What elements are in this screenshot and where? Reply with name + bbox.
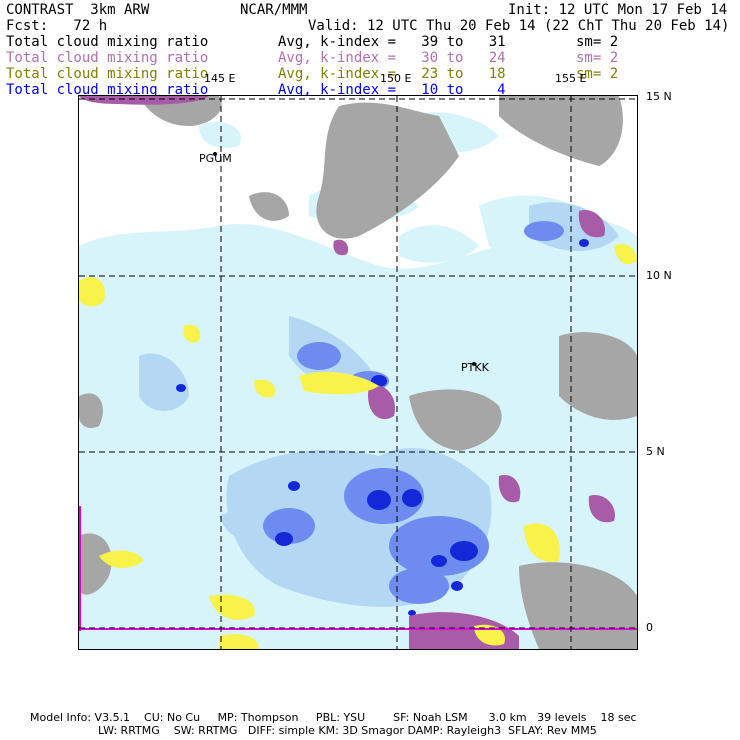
center-name: NCAR/MMM [240,2,308,18]
lon-label-145e: 145 E [204,72,236,85]
station-label-pgum: PGUM [199,152,232,165]
latlon-grid [79,96,637,649]
station-markers [213,152,476,366]
model-info-line-1: Model Info: V3.5.1 CU: No Cu MP: Thompso… [30,711,637,724]
station-marker-ptkk [472,362,476,366]
lat-label-0: 0 [646,621,653,634]
field-1-name: Total cloud mixing ratio [6,34,209,50]
field-1-smooth: sm= 2 [576,34,619,50]
field-2-name: Total cloud mixing ratio [6,50,209,66]
lat-label-15n: 15 N [646,90,672,103]
domain-boundary [79,506,637,631]
station-marker-pgum [213,152,217,156]
model-info-line-2: LW: RRTMG SW: RRTMG DIFF: simple KM: 3D … [98,724,597,737]
model-title: CONTRAST 3km ARW [6,2,150,18]
field-1-range: Avg, k-index = 39 to 31 [278,34,506,50]
field-4-name: Total cloud mixing ratio [6,82,209,98]
lat-label-10n: 10 N [646,269,672,282]
init-time: Init: 12 UTC Mon 17 Feb 14 [508,2,728,18]
field-4-range: Avg, k-index = 10 to 4 [278,82,506,98]
field-2-range: Avg, k-index = 30 to 24 [278,50,506,66]
lon-label-150e: 150 E [380,72,412,85]
purple-layer [79,96,615,649]
field-3-range: Avg, k-index = 23 to 18 [278,66,506,82]
forecast-hour: Fcst: 72 h [6,18,108,34]
field-3-name: Total cloud mixing ratio [6,66,209,82]
field-3-smooth: sm= 2 [576,66,619,82]
map-frame: PGUM PTKK [78,95,638,650]
yellow-layer [79,244,637,649]
lat-label-5n: 5 N [646,445,665,458]
map-canvas [79,96,637,649]
valid-time: Valid: 12 UTC Thu 20 Feb 14 (22 ChT Thu … [308,18,730,34]
lon-label-155e: 155 E [555,72,587,85]
cloud-deep-layer [176,239,589,616]
field-2-smooth: sm= 2 [576,50,619,66]
gray-layer [79,96,637,649]
station-label-ptkk: PTKK [461,361,489,374]
